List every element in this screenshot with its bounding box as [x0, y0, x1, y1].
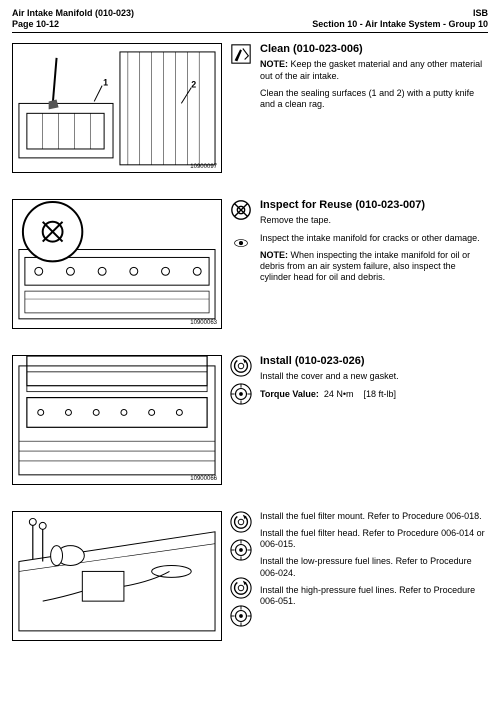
text-fuel: Install the fuel filter mount. Refer to … — [260, 511, 488, 641]
icon-col — [230, 199, 252, 329]
torque-nm: 24 N•m — [324, 389, 354, 399]
svg-text:1: 1 — [103, 77, 108, 87]
heading-inspect: Inspect for Reuse (010-023-007) — [260, 199, 488, 213]
figure-fuel-svg — [13, 512, 221, 641]
header-right-title: ISB — [312, 8, 488, 19]
header-left: Air Intake Manifold (010-023) Page 10-12 — [12, 8, 134, 30]
text-clean: Clean (010-023-006) NOTE: Keep the gaske… — [260, 43, 488, 173]
header-right-sub: Section 10 - Air Intake System - Group 1… — [312, 19, 488, 30]
figure-install: 10900066 — [12, 355, 222, 485]
torque-row: Torque Value: 24 N•m [18 ft-lb] — [260, 389, 488, 400]
header-left-sub: Page 10-12 — [12, 19, 134, 30]
text-install: Install (010-023-026) Install the cover … — [260, 355, 488, 485]
icon-col — [230, 43, 252, 173]
section-fuel: Install the fuel filter mount. Refer to … — [12, 511, 488, 641]
figure-clean-svg: 1 2 — [13, 44, 221, 173]
para: Inspect the intake manifold for cracks o… — [260, 233, 488, 244]
install-icon — [230, 577, 252, 599]
figure-id: 10900063 — [190, 320, 217, 326]
page: Air Intake Manifold (010-023) Page 10-12… — [0, 0, 500, 685]
note-text: Keep the gasket material and any other m… — [260, 59, 482, 80]
install-icon — [230, 511, 252, 533]
eye-icon — [230, 235, 252, 257]
install-icon — [230, 355, 252, 377]
note-text: When inspecting the intake manifold for … — [260, 250, 470, 283]
note-para: NOTE: Keep the gasket material and any o… — [260, 59, 488, 82]
header-right: ISB Section 10 - Air Intake System - Gro… — [312, 8, 488, 30]
torque-icon — [230, 605, 252, 627]
torque-icon — [230, 539, 252, 561]
note-para: NOTE: When inspecting the intake manifol… — [260, 250, 488, 284]
heading-install: Install (010-023-026) — [260, 355, 488, 369]
para: Install the fuel filter mount. Refer to … — [260, 511, 488, 522]
para: Clean the sealing surfaces (1 and 2) wit… — [260, 88, 488, 111]
figure-inspect: 10900063 — [12, 199, 222, 329]
section-clean: 1 2 10900097 Clean (010-023-006) NOTE: K… — [12, 43, 488, 173]
para: Remove the tape. — [260, 215, 488, 226]
figure-id: 10900097 — [190, 164, 217, 170]
para: Install the low-pressure fuel lines. Ref… — [260, 556, 488, 579]
para: Install the high-pressure fuel lines. Re… — [260, 585, 488, 608]
section-inspect: 10900063 Inspect for Reuse (010-023-007)… — [12, 199, 488, 329]
torque-icon — [230, 383, 252, 405]
header-left-title: Air Intake Manifold (010-023) — [12, 8, 134, 19]
icon-col — [230, 511, 252, 641]
no-reuse-icon — [230, 199, 252, 221]
svg-text:2: 2 — [191, 79, 196, 89]
section-install: 10900066 Install (010-023-026) Install t… — [12, 355, 488, 485]
page-header: Air Intake Manifold (010-023) Page 10-12… — [12, 8, 488, 33]
heading-clean: Clean (010-023-006) — [260, 43, 488, 57]
figure-fuel — [12, 511, 222, 641]
text-inspect: Inspect for Reuse (010-023-007) Remove t… — [260, 199, 488, 329]
figure-clean: 1 2 10900097 — [12, 43, 222, 173]
figure-inspect-svg — [13, 200, 221, 329]
icon-col — [230, 355, 252, 485]
para: Install the cover and a new gasket. — [260, 371, 488, 382]
torque-label: Torque Value: — [260, 389, 319, 399]
para: Install the fuel filter head. Refer to P… — [260, 528, 488, 551]
torque-ftlb: [18 ft-lb] — [364, 389, 397, 399]
figure-id: 10900066 — [190, 476, 217, 482]
clean-icon — [230, 43, 252, 65]
figure-install-svg — [13, 356, 221, 485]
